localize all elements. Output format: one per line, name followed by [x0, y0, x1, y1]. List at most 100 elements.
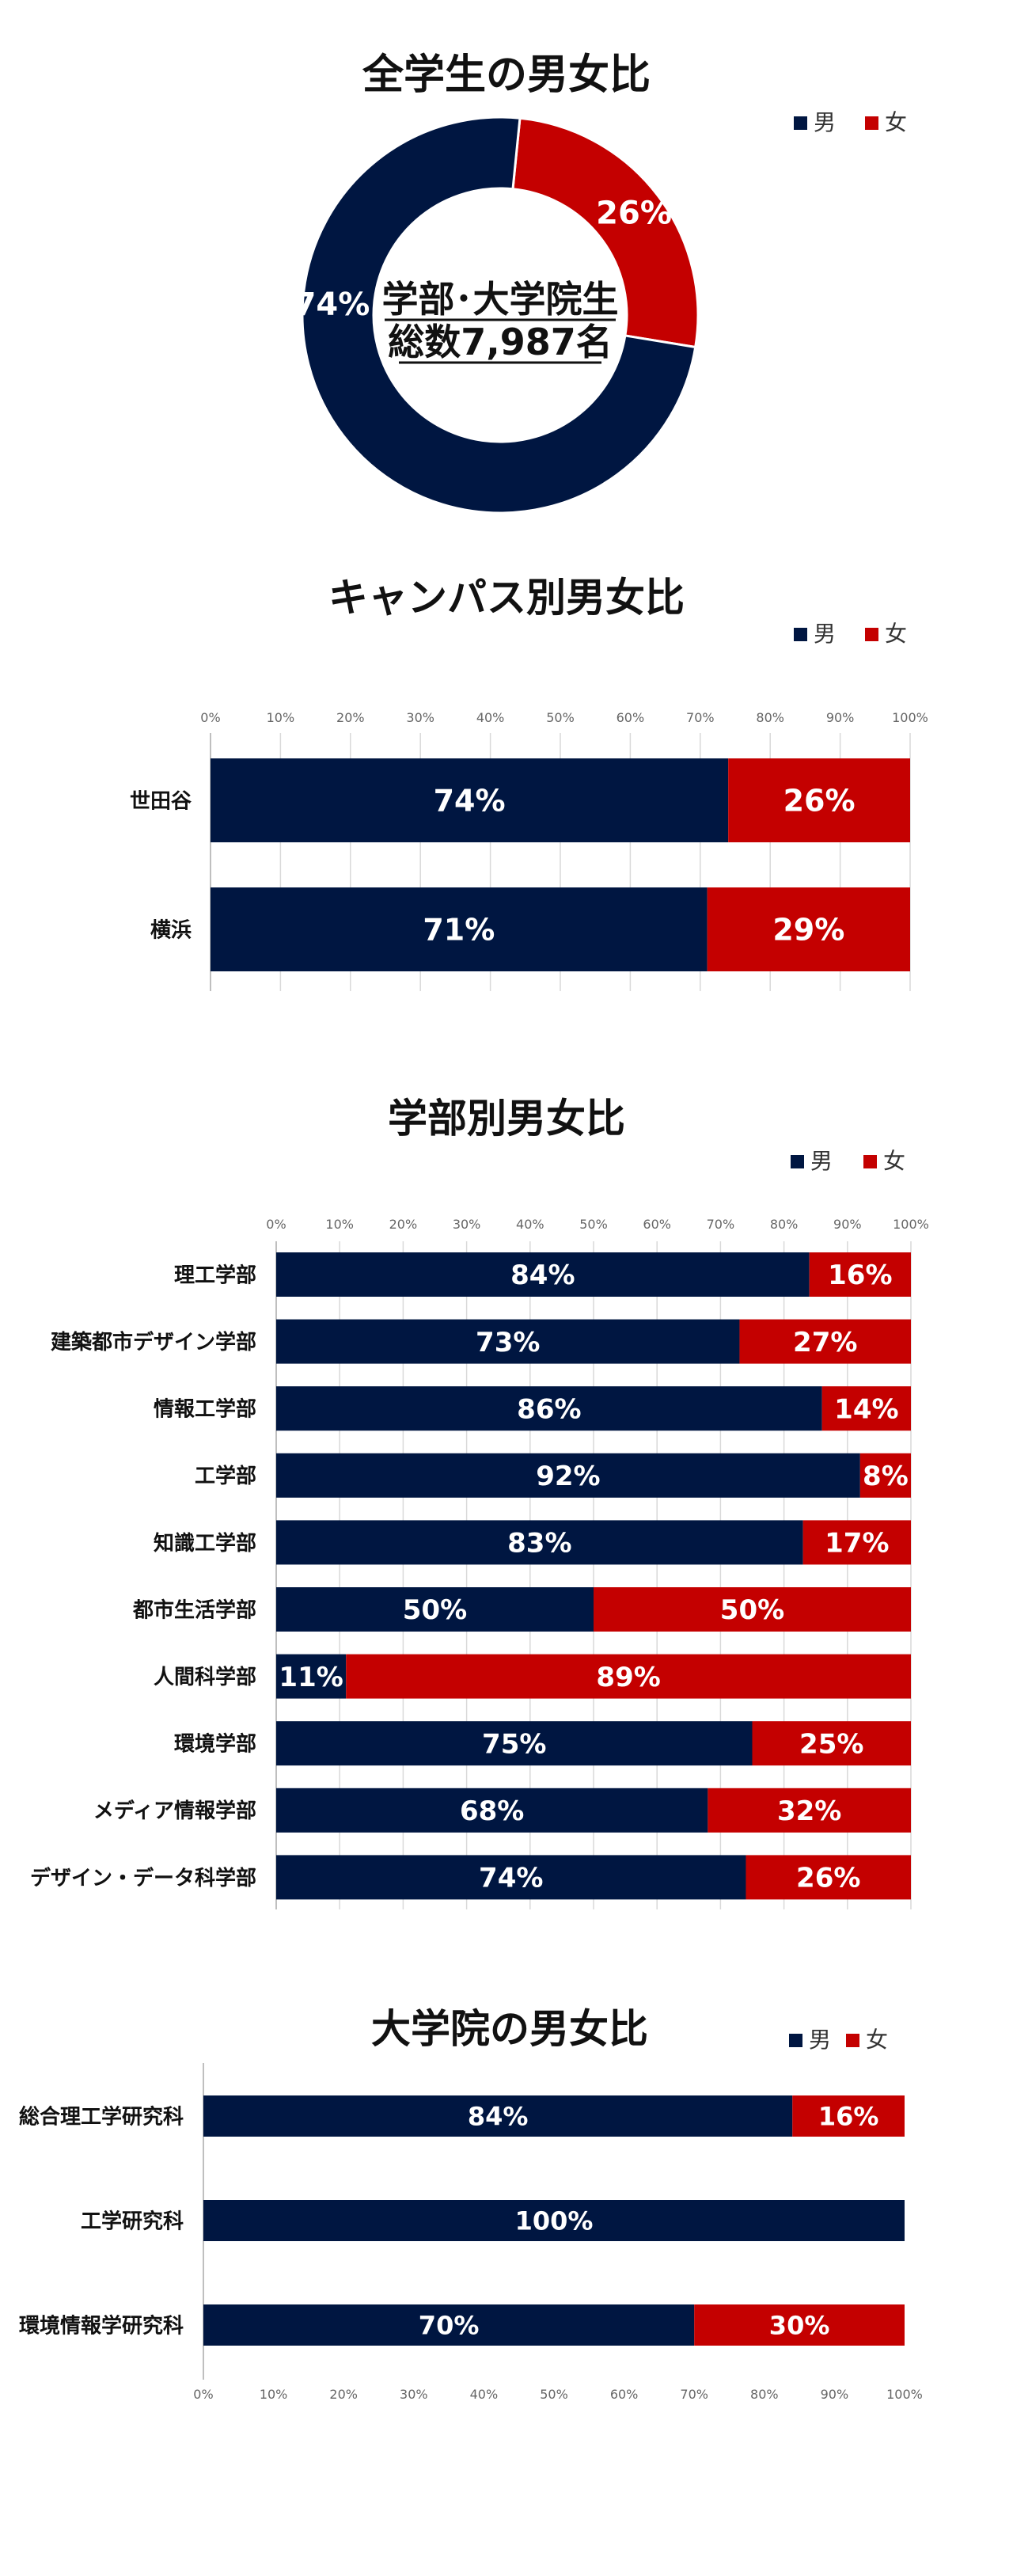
bar-segment-male — [276, 1721, 753, 1766]
bar-segment-male — [276, 1252, 810, 1297]
bar-segment-male — [276, 1319, 740, 1364]
x-tick-label: 10% — [260, 2387, 288, 2402]
bar-value-label-female: 32% — [777, 1795, 841, 1827]
x-tick-label: 80% — [756, 710, 784, 725]
category-label: 知識工学部 — [154, 1531, 256, 1556]
x-tick-label: 40% — [470, 2387, 499, 2402]
donut-slice-label-male: 74% — [294, 287, 370, 323]
bar-value-label-male: 73% — [476, 1327, 540, 1358]
bar-segment-male — [276, 1654, 347, 1699]
bar-segment-female — [746, 1855, 911, 1900]
bar-segment-female — [809, 1252, 911, 1297]
legend-swatch-female — [865, 116, 878, 130]
category-label: 工学研究科 — [81, 2209, 184, 2233]
bar-segment-female — [694, 2304, 905, 2346]
bar-segment-male — [203, 2304, 695, 2346]
bar-segment-male — [276, 1587, 594, 1632]
legend-swatch-male — [794, 116, 807, 130]
category-label: 環境情報学研究科 — [19, 2313, 184, 2338]
bar-segment-male — [211, 887, 708, 971]
legend-swatch-female — [863, 1155, 877, 1168]
x-tick-label: 40% — [476, 710, 505, 725]
legend-label-male: 男 — [809, 2027, 831, 2053]
legend-swatch-male — [791, 1155, 804, 1168]
bar-value-label-female: 26% — [783, 784, 856, 819]
x-tick-label: 20% — [336, 710, 365, 725]
bar-segment-female — [821, 1386, 911, 1431]
category-label: 世田谷 — [130, 789, 192, 813]
bar-value-label-female: 50% — [720, 1594, 784, 1626]
bar-segment-male — [276, 1520, 803, 1565]
legend: 男 女 — [794, 621, 907, 647]
chart-title: 大学院の男女比 — [371, 2006, 648, 2052]
bar-value-label-female: 25% — [799, 1728, 863, 1760]
bar-segment-female — [739, 1319, 911, 1364]
legend-label-male: 男 — [814, 621, 836, 647]
legend-label-male: 男 — [810, 1148, 833, 1174]
legend-swatch-female — [846, 2034, 859, 2047]
x-tick-label: 90% — [833, 1217, 862, 1232]
x-tick-label: 70% — [707, 1217, 735, 1232]
legend-label-female: 女 — [885, 109, 907, 135]
donut-slices: 26% 74% — [294, 116, 700, 515]
x-tick-label: 0% — [193, 2387, 213, 2402]
bar-segment-female — [707, 887, 910, 971]
donut-slice-label-female: 26% — [596, 195, 672, 231]
x-tick-label: 90% — [826, 710, 855, 725]
x-tick-label: 80% — [750, 2387, 779, 2402]
legend-label-male: 男 — [814, 109, 836, 135]
bar-value-label-male: 92% — [536, 1461, 600, 1492]
x-tick-label: 30% — [406, 710, 434, 725]
x-tick-label: 70% — [686, 710, 715, 725]
bar-value-label-male: 71% — [423, 913, 495, 948]
bar-segment-female — [728, 758, 910, 842]
chart-title: 学部別男女比 — [388, 1096, 625, 1142]
x-tick-label: 30% — [400, 2387, 428, 2402]
x-tick-label: 0% — [200, 710, 220, 725]
x-tick-label: 60% — [643, 1217, 671, 1232]
category-label: 人間科学部 — [154, 1665, 256, 1689]
bar-value-label-male: 74% — [434, 784, 506, 819]
x-tick-label: 60% — [617, 710, 645, 725]
bar-segment-female — [752, 1721, 911, 1766]
x-tick-label: 10% — [325, 1217, 354, 1232]
bar-plot-area: 0% 10% 20% 30% 40% 50% 60% 70% 80% 90% 100% 世田谷 74% 2… — [130, 710, 928, 991]
x-tick-label: 50% — [540, 2387, 568, 2402]
legend-label-female: 女 — [883, 1148, 905, 1174]
bar-value-label-female: 29% — [772, 913, 844, 948]
x-tick-label: 80% — [770, 1217, 799, 1232]
bar-value-label-female: 26% — [796, 1863, 860, 1894]
gender-ratio-graduate-school-chart: 大学院の男女比 男 女 0% 10% 20% 30% 40% 50% 60% 70% 80% 90… — [19, 2006, 923, 2402]
bar-value-label-female: 30% — [769, 2311, 830, 2341]
bar-value-label-female: 16% — [828, 1260, 892, 1291]
bar-value-label-male: 68% — [460, 1795, 524, 1827]
category-label: 環境学部 — [174, 1732, 256, 1757]
bar-value-label-male: 74% — [479, 1863, 543, 1894]
donut-slice-female — [511, 116, 700, 349]
donut-slice-male — [301, 116, 697, 515]
bar-plot-area: 0% 10% 20% 30% 40% 50% 60% 70% 80% 90% 100% 理工学部 84%… — [30, 1217, 929, 1909]
category-label: 理工学部 — [174, 1263, 256, 1287]
bar-value-label-female: 27% — [793, 1327, 857, 1358]
x-tick-label: 20% — [389, 1217, 418, 1232]
bar-value-label-female: 14% — [834, 1393, 898, 1425]
category-label: 建築都市デザイン学部 — [51, 1330, 256, 1354]
bar-segment-female — [859, 1453, 911, 1498]
x-tick-label: 100% — [893, 1217, 929, 1232]
bar-value-label-male: 100% — [515, 2206, 594, 2236]
category-label: 都市生活学部 — [132, 1598, 256, 1622]
bar-segment-female — [594, 1587, 911, 1632]
gender-ratio-by-campus-chart: キャンパス別男女比 男 女 0% 10% 20% 30% 40% 50% 60% 70% 80%… — [130, 575, 928, 991]
legend-swatch-male — [794, 628, 807, 641]
x-tick-label: 70% — [680, 2387, 708, 2402]
bar-value-label-male: 50% — [403, 1594, 467, 1626]
x-tick-label: 10% — [267, 710, 295, 725]
bar-plot-area: 0% 10% 20% 30% 40% 50% 60% 70% 80% 90% 100% 総合理工学研究… — [19, 2063, 923, 2402]
bar-value-label-female: 8% — [863, 1461, 909, 1492]
x-tick-label: 20% — [329, 2387, 358, 2402]
x-tick-label: 50% — [579, 1217, 608, 1232]
x-tick-label: 0% — [266, 1217, 286, 1232]
bar-segment-male — [276, 1788, 708, 1833]
bar-segment-male — [276, 1855, 746, 1900]
x-tick-label: 60% — [610, 2387, 639, 2402]
